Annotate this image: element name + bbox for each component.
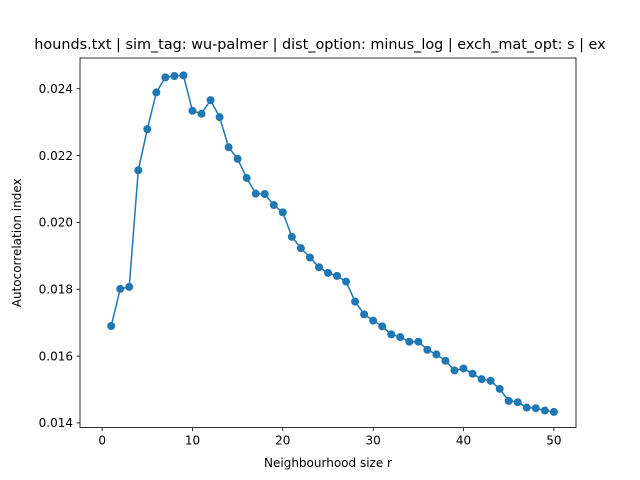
data-point [116,284,125,293]
data-point [486,376,495,385]
x-tick-label: 50 [546,434,561,448]
data-point [378,322,387,331]
data-point [125,282,134,291]
data-point [405,337,414,346]
data-point [369,316,378,325]
y-tick-label: 0.024 [39,82,73,96]
data-point [215,113,224,122]
data-point [296,244,305,253]
data-point [414,337,423,346]
data-point [441,356,450,365]
data-point [504,396,513,405]
data-point [432,350,441,359]
x-tick-label: 30 [366,434,381,448]
data-point [531,404,540,413]
data-point [549,407,558,416]
data-point [251,189,260,198]
y-tick-label: 0.016 [39,349,73,363]
chart-title: hounds.txt | sim_tag: wu-palmer | dist_o… [34,37,606,53]
data-point [423,345,432,354]
data-point [161,73,170,82]
data-point [333,271,342,280]
x-tick-label: 40 [456,434,471,448]
data-point [197,109,206,118]
data-point [522,403,531,412]
data-point [314,263,323,272]
data-point [134,166,143,175]
y-tick-label: 0.022 [39,149,73,163]
data-point [477,375,486,384]
y-tick-label: 0.020 [39,216,73,230]
data-point [152,88,161,97]
data-point [278,208,287,217]
series-line [110,74,554,413]
data-point [224,143,233,152]
data-point [468,369,477,378]
x-axis-label: Neighbourhood size r [264,456,392,470]
x-tick-label: 10 [185,434,200,448]
data-point [360,310,369,319]
data-point [387,330,396,339]
data-point [287,232,296,241]
data-point [305,253,314,262]
data-point [269,201,278,210]
data-point [206,96,215,105]
data-point [459,364,468,373]
data-point [450,366,459,375]
axes-frame [79,57,577,429]
data-point [351,297,360,306]
data-point [143,125,152,134]
data-point [107,322,116,331]
plot-area [107,71,558,416]
data-point [495,384,504,393]
data-point [513,398,522,407]
data-point [342,277,351,286]
data-point [540,406,549,415]
data-point [188,106,197,115]
y-tick-label: 0.018 [39,283,73,297]
data-point [260,190,269,199]
data-point [179,71,188,80]
data-point [170,72,179,81]
y-axis-label: Autocorrelation index [10,178,24,307]
y-tick-label: 0.014 [39,416,73,430]
x-tick-label: 20 [275,434,290,448]
data-point [396,333,405,342]
data-point [242,173,251,182]
data-point [324,268,332,277]
x-tick-label: 0 [98,434,106,448]
data-point [233,154,242,163]
